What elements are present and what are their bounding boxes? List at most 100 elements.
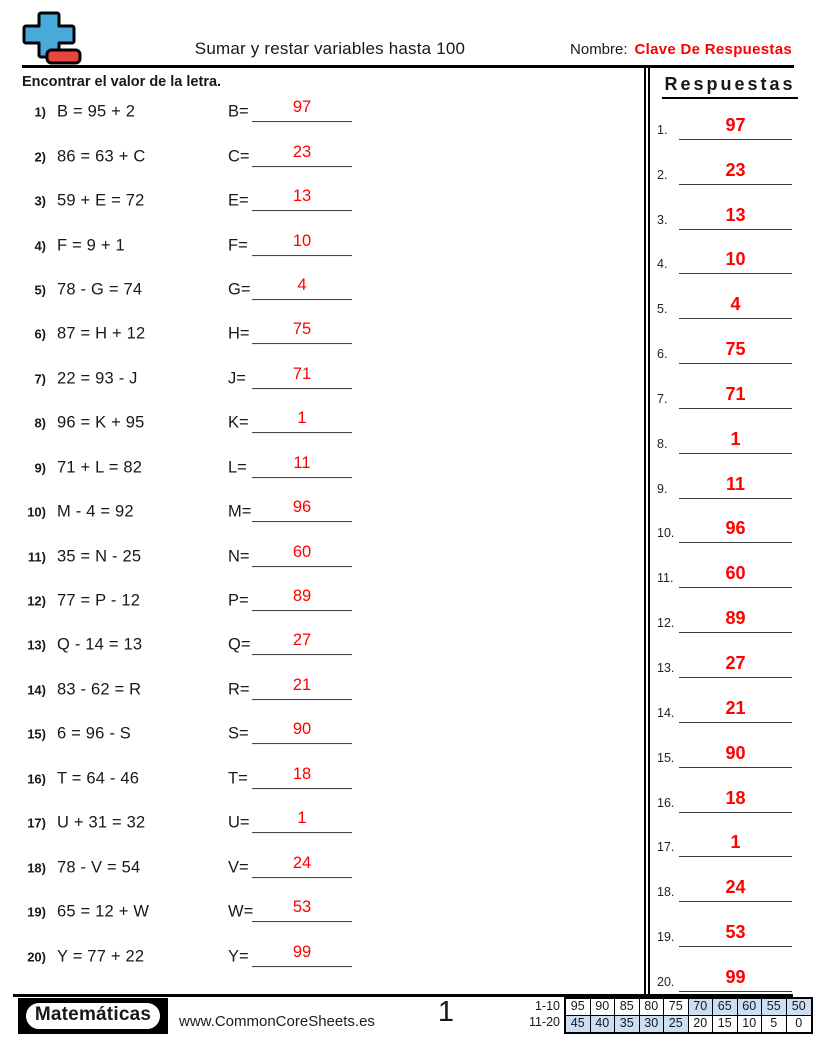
problem-equation: B = 95 + 2 (57, 102, 136, 121)
problem-number: 18) (27, 860, 46, 876)
answer-letter: M= (228, 502, 252, 521)
answer-item-number: 14. (657, 705, 675, 720)
answer-item: 20. 99 (650, 947, 808, 992)
answer-letter: N= (228, 547, 250, 566)
problem-equation: T = 64 - 46 (57, 769, 140, 788)
problem-number: 16) (27, 771, 46, 787)
problem-equation: F = 9 + 1 (57, 236, 125, 255)
answer-letter: K= (228, 413, 249, 432)
answer-letter: U= (228, 813, 250, 832)
answer-item-value: 1 (679, 832, 792, 858)
answer-item-number: 4. (657, 257, 668, 272)
problem-number: 15) (27, 726, 46, 742)
page-number: 1 (437, 996, 455, 1028)
problem-equation: 35 = N - 25 (57, 547, 142, 566)
grade-cell: 25 (664, 1015, 689, 1032)
problem-number: 7) (34, 371, 46, 387)
answer-item-value: 18 (679, 788, 792, 813)
answer-blank: 99 (252, 943, 352, 967)
answer-blank: 75 (252, 320, 352, 345)
answer-item: 5. 4 (650, 274, 808, 320)
answer-item: 18. 24 (650, 857, 808, 903)
problem-row: 18) 78 - V = 54 V= 24 (20, 845, 630, 889)
answer-item-value: 89 (679, 608, 792, 634)
answer-item-value: 10 (679, 249, 792, 275)
answer-blank: 24 (252, 854, 352, 878)
answers-list: 1. 97 2. 23 3. 13 4. 10 5. 4 (650, 95, 808, 992)
problem-row: 10) M - 4 = 92 M= 96 (20, 490, 630, 534)
problem-number: 3) (34, 193, 46, 209)
name-value: Clave De Respuestas (634, 41, 792, 58)
answer-item-number: 7. (657, 391, 668, 406)
problem-row: 11) 35 = N - 25 N= 60 (20, 534, 630, 578)
grade-cell: 35 (615, 1015, 640, 1032)
grade-cell: 90 (590, 999, 615, 1016)
problem-row: 15) 6 = 96 - S S= 90 (20, 712, 630, 756)
problem-row: 8) 96 = K + 95 K= 1 (20, 401, 630, 445)
grade-row-1-label: 1-10 (534, 999, 560, 1013)
subject-badge: Matemáticas (18, 998, 168, 1034)
answer-letter: B= (228, 102, 249, 121)
problem-equation: Q - 14 = 13 (57, 635, 143, 654)
answer-item: 7. 71 (650, 364, 808, 409)
answer-letter: G= (228, 280, 251, 299)
answer-item: 15. 90 (650, 723, 808, 768)
answer-item-number: 17. (657, 840, 675, 855)
problem-row: 3) 59 + E = 72 E= 13 (20, 179, 630, 223)
answer-item-value: 90 (679, 743, 792, 768)
answer-item-number: 2. (657, 167, 668, 182)
answer-letter: R= (228, 680, 250, 699)
grade-cell: 5 (762, 1015, 787, 1032)
grade-row-2: 45 40 35 30 25 20 15 10 5 0 (566, 1015, 811, 1032)
answer-item: 12. 89 (650, 588, 808, 634)
name-block: Nombre: Clave De Respuestas (570, 41, 792, 58)
answer-item: 1. 97 (650, 95, 808, 140)
answer-blank: 4 (252, 276, 352, 301)
answer-item-value: 75 (679, 339, 792, 365)
minus-icon (45, 48, 82, 65)
answer-item-value: 97 (679, 115, 792, 140)
grade-cell: 85 (615, 999, 640, 1016)
answer-item-number: 18. (657, 885, 675, 900)
answer-item: 6. 75 (650, 319, 808, 365)
answer-blank: 97 (252, 98, 352, 123)
problem-number: 17) (27, 815, 46, 831)
answer-item: 14. 21 (650, 678, 808, 723)
problem-row: 14) 83 - 62 = R R= 21 (20, 668, 630, 712)
name-label: Nombre: (570, 41, 628, 58)
answers-panel-header: Respuestas (652, 74, 808, 99)
problem-equation: 96 = K + 95 (57, 413, 145, 432)
answer-item: 13. 27 (650, 633, 808, 678)
answer-item-value: 13 (679, 205, 792, 230)
grade-cell: 55 (762, 999, 787, 1016)
answer-item-number: 9. (657, 481, 668, 496)
answer-item-value: 4 (679, 294, 792, 320)
answer-item-number: 10. (657, 526, 675, 541)
problem-row: 7) 22 = 93 - J J= 71 (20, 357, 630, 401)
problem-equation: 59 + E = 72 (57, 191, 145, 210)
grade-row-1: 95 90 85 80 75 70 65 60 55 50 (566, 999, 811, 1016)
grade-cell: 40 (590, 1015, 615, 1032)
problem-equation: 87 = H + 12 (57, 324, 146, 343)
answer-item: 4. 10 (650, 230, 808, 275)
answer-blank: 1 (252, 409, 352, 434)
problem-row: 2) 86 = 63 + C C= 23 (20, 134, 630, 178)
answer-blank: 13 (252, 187, 352, 212)
problem-number: 14) (27, 682, 46, 698)
answer-item: 11. 60 (650, 543, 808, 589)
grade-cell: 45 (566, 1015, 591, 1032)
grade-cell: 70 (688, 999, 713, 1016)
answer-blank: 21 (252, 676, 352, 700)
answer-blank: 60 (252, 543, 352, 567)
answer-item-number: 1. (657, 122, 668, 137)
problem-number: 12) (27, 593, 46, 609)
header-divider-line (22, 65, 794, 68)
answer-item-value: 1 (679, 429, 792, 454)
answer-letter: F= (228, 236, 248, 255)
answer-blank: 27 (252, 632, 352, 656)
problem-row: 6) 87 = H + 12 H= 75 (20, 312, 630, 356)
grade-cell: 30 (639, 1015, 664, 1032)
problem-number: 20) (27, 949, 46, 965)
problem-equation: 86 = 63 + C (57, 147, 146, 166)
answer-item: 19. 53 (650, 902, 808, 948)
